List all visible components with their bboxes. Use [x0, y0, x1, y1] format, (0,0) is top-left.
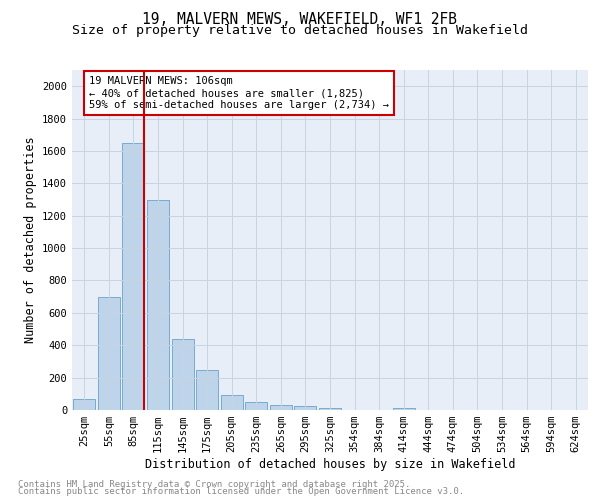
Bar [319, 408, 341, 410]
Bar [221, 394, 243, 410]
Bar [98, 296, 120, 410]
X-axis label: Distribution of detached houses by size in Wakefield: Distribution of detached houses by size … [145, 458, 515, 471]
Y-axis label: Number of detached properties: Number of detached properties [23, 136, 37, 344]
Bar [147, 200, 169, 410]
Text: 19 MALVERN MEWS: 106sqm
← 40% of detached houses are smaller (1,825)
59% of semi: 19 MALVERN MEWS: 106sqm ← 40% of detache… [89, 76, 389, 110]
Text: Contains public sector information licensed under the Open Government Licence v3: Contains public sector information licen… [18, 487, 464, 496]
Text: Contains HM Land Registry data © Crown copyright and database right 2025.: Contains HM Land Registry data © Crown c… [18, 480, 410, 489]
Bar [295, 406, 316, 410]
Bar [392, 408, 415, 410]
Bar [73, 400, 95, 410]
Bar [245, 402, 268, 410]
Bar [270, 405, 292, 410]
Bar [122, 143, 145, 410]
Text: 19, MALVERN MEWS, WAKEFIELD, WF1 2FB: 19, MALVERN MEWS, WAKEFIELD, WF1 2FB [143, 12, 458, 28]
Bar [196, 370, 218, 410]
Bar [172, 339, 194, 410]
Text: Size of property relative to detached houses in Wakefield: Size of property relative to detached ho… [72, 24, 528, 37]
